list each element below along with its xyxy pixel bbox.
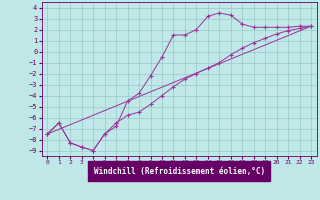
X-axis label: Windchill (Refroidissement éolien,°C): Windchill (Refroidissement éolien,°C) [94, 167, 265, 176]
